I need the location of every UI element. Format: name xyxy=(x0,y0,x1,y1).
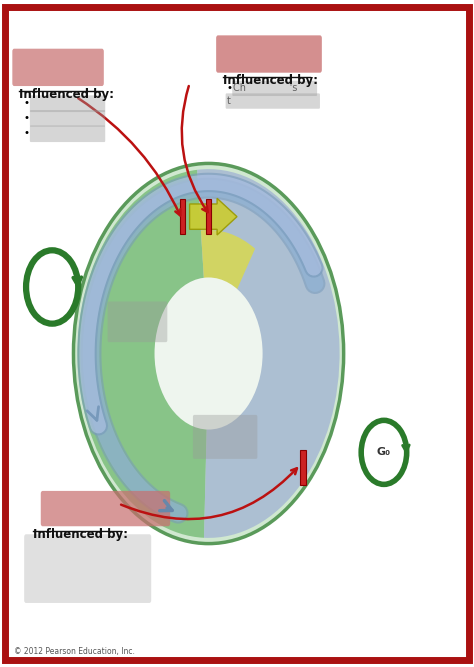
Wedge shape xyxy=(201,230,255,354)
Text: Influenced by:: Influenced by: xyxy=(19,88,114,101)
FancyBboxPatch shape xyxy=(41,491,170,526)
FancyBboxPatch shape xyxy=(30,125,105,142)
FancyArrow shape xyxy=(190,198,237,235)
Text: Influenced by:: Influenced by: xyxy=(223,74,318,87)
Text: © 2012 Pearson Education, Inc.: © 2012 Pearson Education, Inc. xyxy=(14,647,135,656)
FancyBboxPatch shape xyxy=(216,35,322,73)
Text: G₀: G₀ xyxy=(377,448,391,458)
Circle shape xyxy=(361,420,407,484)
FancyBboxPatch shape xyxy=(108,301,167,342)
Text: •: • xyxy=(24,99,30,108)
Text: •: • xyxy=(227,83,233,93)
Bar xyxy=(301,450,306,485)
Text: •: • xyxy=(24,129,30,138)
FancyBboxPatch shape xyxy=(193,415,257,459)
Text: t: t xyxy=(227,96,230,105)
Text: Ch              's: Ch 's xyxy=(233,83,298,93)
Bar xyxy=(206,199,211,234)
FancyBboxPatch shape xyxy=(226,93,320,109)
Bar xyxy=(180,199,185,234)
Text: Influenced by:: Influenced by: xyxy=(33,528,128,541)
FancyBboxPatch shape xyxy=(30,95,105,112)
Wedge shape xyxy=(78,170,209,538)
FancyBboxPatch shape xyxy=(30,110,105,127)
Wedge shape xyxy=(197,169,339,538)
FancyBboxPatch shape xyxy=(24,534,151,603)
FancyBboxPatch shape xyxy=(12,49,104,86)
Circle shape xyxy=(73,163,344,544)
Text: •: • xyxy=(24,113,30,123)
FancyBboxPatch shape xyxy=(232,81,317,96)
Circle shape xyxy=(155,277,263,430)
